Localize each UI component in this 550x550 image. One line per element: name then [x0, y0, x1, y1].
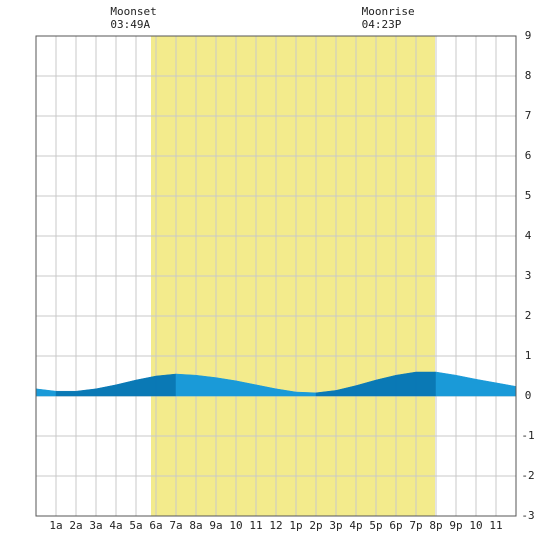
- x-tick-label: 9a: [209, 519, 222, 532]
- tide-segment: [55, 390, 77, 397]
- x-tick-label: 11: [489, 519, 502, 532]
- y-tick-label: 5: [525, 189, 532, 202]
- moon-event-time: 04:23P: [362, 18, 402, 31]
- x-tick-label: 1a: [49, 519, 62, 532]
- x-tick-label: 6p: [389, 519, 402, 532]
- x-tick-label: 2a: [69, 519, 82, 532]
- x-tick-label: 5p: [369, 519, 382, 532]
- moon-event-label: Moonset: [110, 5, 156, 18]
- y-tick-label: 7: [525, 109, 532, 122]
- x-tick-label: 1p: [289, 519, 302, 532]
- y-tick-label: -1: [521, 429, 534, 442]
- y-tick-label: -3: [521, 509, 534, 522]
- y-tick-label: 6: [525, 149, 532, 162]
- x-tick-label: 8a: [189, 519, 202, 532]
- tide-segment: [195, 374, 217, 397]
- moon-event-label: Moonrise: [362, 5, 415, 18]
- tide-segment: [215, 377, 237, 397]
- x-tick-label: 10: [469, 519, 482, 532]
- y-tick-label: -2: [521, 469, 534, 482]
- y-tick-label: 0: [525, 389, 532, 402]
- x-tick-label: 7a: [169, 519, 182, 532]
- x-tick-label: 10: [229, 519, 242, 532]
- plot-frame: [35, 35, 517, 517]
- x-tick-label: 5a: [129, 519, 142, 532]
- tide-segment: [435, 371, 457, 397]
- tide-segment: [155, 373, 177, 397]
- y-tick-label: 8: [525, 69, 532, 82]
- tide-segment: [295, 391, 317, 397]
- x-tick-label: 4p: [349, 519, 362, 532]
- x-tick-label: 7p: [409, 519, 422, 532]
- y-tick-label: 4: [525, 229, 532, 242]
- y-tick-label: 2: [525, 309, 532, 322]
- x-tick-label: 4a: [109, 519, 122, 532]
- x-tick-label: 12: [269, 519, 282, 532]
- tide-segment: [175, 373, 197, 397]
- tide-segment: [395, 371, 417, 397]
- tide-segment: [415, 371, 437, 397]
- x-tick-label: 3p: [329, 519, 342, 532]
- x-tick-label: 6a: [149, 519, 162, 532]
- x-tick-label: 11: [249, 519, 262, 532]
- y-tick-label: 1: [525, 349, 532, 362]
- x-tick-label: 3a: [89, 519, 102, 532]
- y-tick-label: 9: [525, 29, 532, 42]
- x-tick-label: 9p: [449, 519, 462, 532]
- x-tick-label: 2p: [309, 519, 322, 532]
- y-tick-label: 3: [525, 269, 532, 282]
- moon-event-time: 03:49A: [110, 18, 150, 31]
- x-tick-label: 8p: [429, 519, 442, 532]
